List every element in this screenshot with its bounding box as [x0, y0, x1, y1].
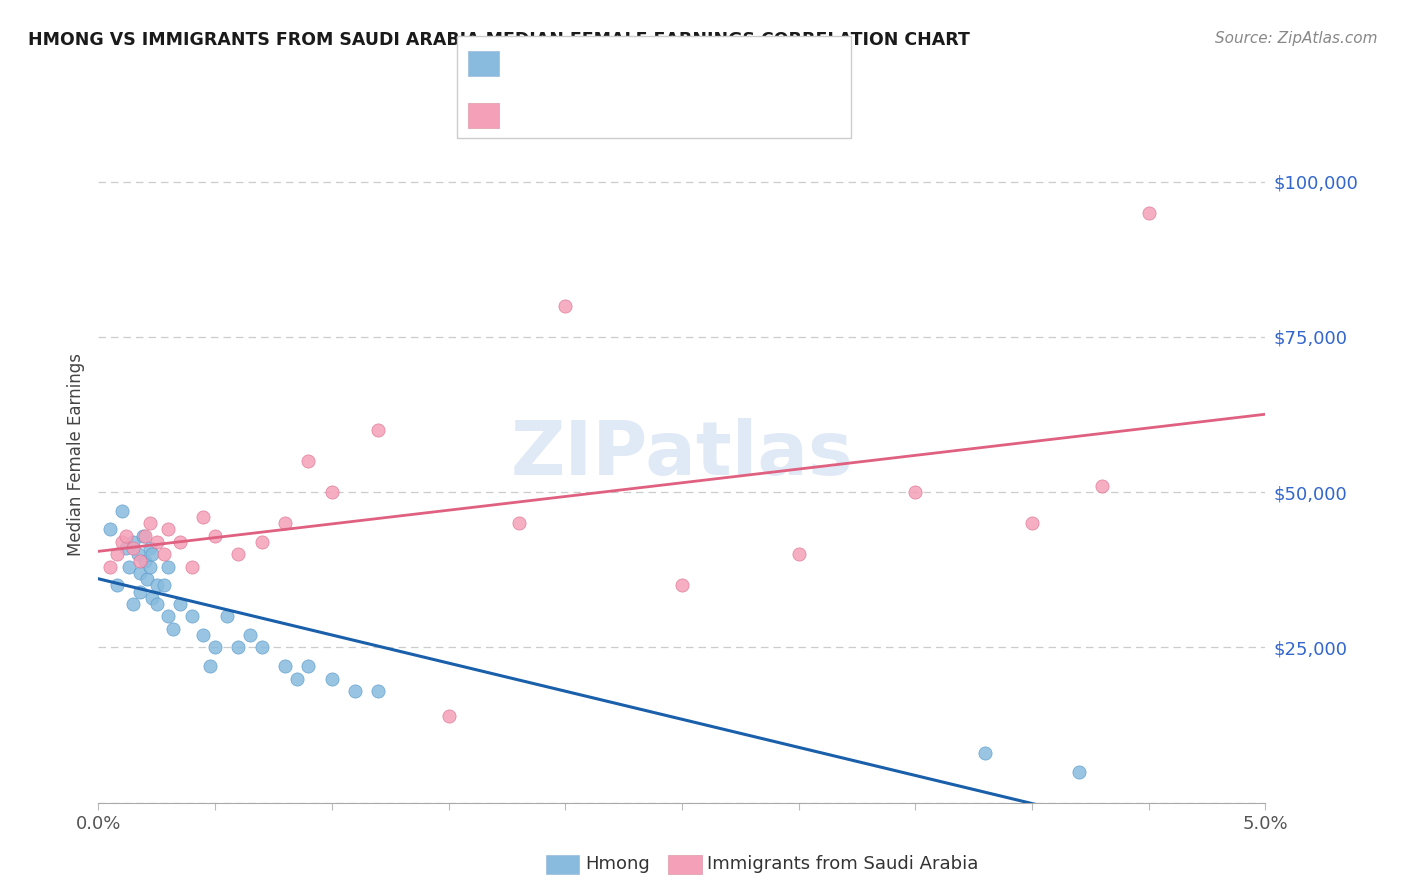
Point: [1067, 764, 1090, 779]
Point: [139, 541, 162, 555]
Text: R =: R =: [510, 54, 551, 73]
Point: [134, 553, 156, 567]
Point: [122, 534, 145, 549]
Point: [787, 547, 810, 561]
Point: [122, 541, 145, 555]
Point: [115, 529, 138, 543]
Point: [146, 578, 169, 592]
Text: -0.519: -0.519: [564, 54, 630, 73]
Point: [554, 299, 576, 313]
Point: [215, 609, 238, 624]
Point: [671, 578, 693, 592]
Point: [297, 454, 319, 468]
Point: [122, 597, 145, 611]
Point: [974, 746, 997, 760]
Point: [129, 584, 152, 599]
Point: [157, 559, 180, 574]
Point: [193, 628, 215, 642]
Point: [127, 547, 149, 561]
Point: [111, 504, 134, 518]
Point: [228, 547, 250, 561]
Point: [152, 547, 174, 561]
Point: [139, 516, 162, 531]
Point: [141, 591, 163, 605]
Point: [344, 684, 367, 698]
Point: [367, 423, 389, 437]
Point: [157, 523, 180, 537]
Point: [105, 578, 128, 592]
Point: [129, 566, 152, 580]
Text: ZIPatlas: ZIPatlas: [510, 418, 853, 491]
Point: [250, 534, 273, 549]
Text: Source: ZipAtlas.com: Source: ZipAtlas.com: [1215, 31, 1378, 46]
Point: [297, 659, 319, 673]
Point: [136, 572, 159, 586]
Point: [1021, 516, 1043, 531]
Point: [1091, 479, 1114, 493]
Point: [169, 534, 191, 549]
Point: [118, 559, 141, 574]
Point: [111, 534, 134, 549]
Point: [274, 659, 297, 673]
Point: [115, 541, 138, 555]
Point: [1137, 205, 1160, 219]
Text: 30: 30: [697, 105, 724, 125]
Point: [437, 708, 460, 723]
Text: N =: N =: [648, 54, 690, 73]
Text: N =: N =: [648, 105, 690, 125]
Point: [193, 510, 215, 524]
Point: [162, 622, 184, 636]
Point: [139, 559, 162, 574]
Point: [274, 516, 297, 531]
Point: [169, 597, 191, 611]
Point: [285, 672, 308, 686]
Point: [129, 553, 152, 567]
Point: [204, 640, 226, 655]
Point: [152, 578, 174, 592]
Point: [180, 559, 202, 574]
Point: [228, 640, 250, 655]
Point: [904, 485, 927, 500]
Point: [200, 659, 222, 673]
Point: [134, 529, 156, 543]
Point: [367, 684, 389, 698]
Point: [157, 609, 180, 624]
Point: [250, 640, 273, 655]
Point: [508, 516, 530, 531]
Text: 40: 40: [697, 54, 723, 73]
Text: Immigrants from Saudi Arabia: Immigrants from Saudi Arabia: [707, 855, 979, 873]
Point: [141, 547, 163, 561]
Point: [180, 609, 202, 624]
Point: [321, 485, 343, 500]
Y-axis label: Median Female Earnings: Median Female Earnings: [66, 353, 84, 557]
Point: [98, 559, 121, 574]
Point: [132, 529, 155, 543]
Text: HMONG VS IMMIGRANTS FROM SAUDI ARABIA MEDIAN FEMALE EARNINGS CORRELATION CHART: HMONG VS IMMIGRANTS FROM SAUDI ARABIA ME…: [28, 31, 970, 49]
Text: Hmong: Hmong: [585, 855, 650, 873]
Point: [105, 547, 128, 561]
Point: [239, 628, 262, 642]
Point: [204, 529, 226, 543]
Point: [98, 523, 121, 537]
Point: [146, 534, 169, 549]
Point: [146, 597, 169, 611]
Text: R =: R =: [510, 105, 551, 125]
Point: [321, 672, 343, 686]
Text: 0.192: 0.192: [564, 105, 623, 125]
